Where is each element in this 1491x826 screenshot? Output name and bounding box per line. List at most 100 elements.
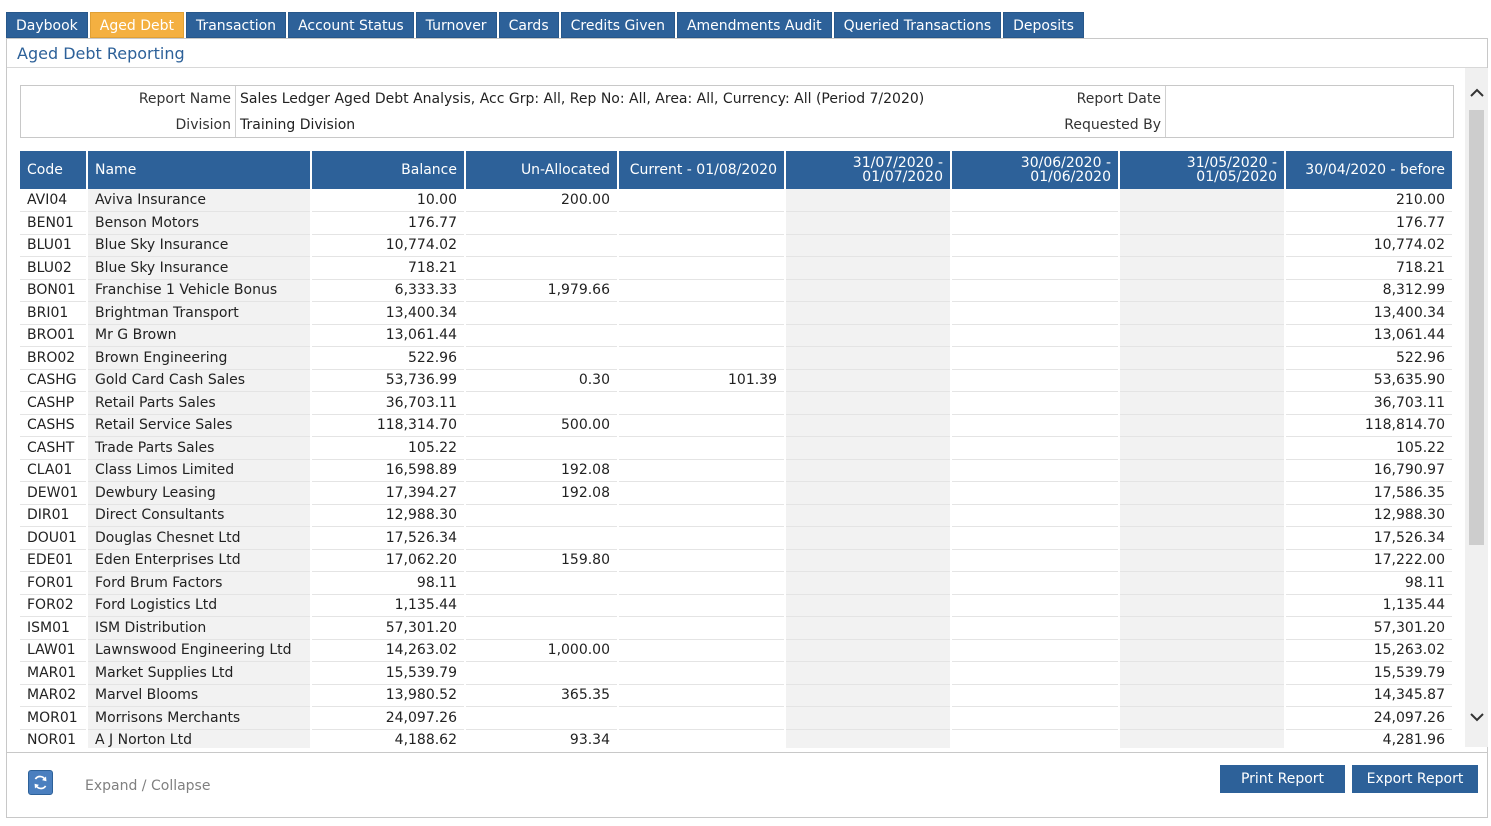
expand-collapse-link[interactable]: Expand / Collapse <box>85 778 211 794</box>
tab-bar: Daybook Aged Debt Transaction Account Statu… <box>6 12 1086 38</box>
cell-before: 522.96 <box>1285 346 1453 370</box>
cell-period-2 <box>951 526 1120 550</box>
table-row[interactable]: CASHT Trade Parts Sales 105.22 105.22 <box>20 436 1453 460</box>
period-3-bottom: 01/05/2020 <box>1196 169 1277 185</box>
table-row[interactable]: CLA01 Class Limos Limited 16,598.89 192.08 1… <box>20 459 1453 482</box>
table-row[interactable]: DIR01 Direct Consultants 12,988.30 12,988.3… <box>20 504 1453 527</box>
cell-before: 53,635.90 <box>1285 369 1453 392</box>
table-row[interactable]: NOR01 A J Norton Ltd 4,188.62 93.34 4,281.96 <box>20 729 1453 748</box>
cell-name: Retail Parts Sales <box>87 391 312 415</box>
cell-balance: 53,736.99 <box>311 369 466 392</box>
cell-period-1 <box>785 504 952 527</box>
table-row[interactable]: BRO02 Brown Engineering 522.96 522.96 <box>20 346 1453 370</box>
table-row[interactable]: ISM01 ISM Distribution 57,301.20 57,301.20 <box>20 616 1453 640</box>
aged-debt-grid[interactable]: Code Name Balance Un-Allocated Current -… <box>20 151 1453 748</box>
tab-turnover[interactable]: Turnover <box>415 12 497 38</box>
cell-current <box>618 324 786 347</box>
cell-period-1 <box>785 571 952 595</box>
table-row[interactable]: LAW01 Lawnswood Engineering Ltd 14,263.02 1… <box>20 639 1453 662</box>
cell-before: 13,400.34 <box>1285 301 1453 325</box>
column-header-period-3[interactable]: 31/05/2020 -01/05/2020 <box>1119 151 1286 189</box>
table-row[interactable]: BEN01 Benson Motors 176.77 176.77 <box>20 211 1453 235</box>
column-header-before[interactable]: 30/04/2020 - before <box>1285 151 1453 189</box>
table-row[interactable]: BON01 Franchise 1 Vehicle Bonus 6,333.33 1,… <box>20 279 1453 302</box>
table-row[interactable]: BRO01 Mr G Brown 13,061.44 13,061.44 <box>20 324 1453 347</box>
requested-by-label: Requested By <box>1064 117 1161 133</box>
column-header-current[interactable]: Current - 01/08/2020 <box>618 151 786 189</box>
cell-period-1 <box>785 594 952 617</box>
cell-period-3 <box>1119 346 1286 370</box>
table-row[interactable]: MAR02 Marvel Blooms 13,980.52 365.35 14,345.… <box>20 684 1453 707</box>
cell-period-1 <box>785 459 952 482</box>
cell-period-1 <box>785 684 952 707</box>
cell-period-2 <box>951 436 1120 460</box>
table-row[interactable]: AVI04 Aviva Insurance 10.00 200.00 210.00 <box>20 189 1453 212</box>
tab-account-status[interactable]: Account Status <box>288 12 414 38</box>
tab-daybook[interactable]: Daybook <box>6 12 88 38</box>
cell-before: 17,222.00 <box>1285 549 1453 572</box>
cell-period-2 <box>951 504 1120 527</box>
table-row[interactable]: BLU01 Blue Sky Insurance 10,774.02 10,774.0… <box>20 234 1453 257</box>
cell-current <box>618 211 786 235</box>
cell-period-2 <box>951 616 1120 640</box>
table-row[interactable]: DEW01 Dewbury Leasing 17,394.27 192.08 17,58… <box>20 481 1453 505</box>
table-row[interactable]: FOR02 Ford Logistics Ltd 1,135.44 1,135.44 <box>20 594 1453 617</box>
column-header-name[interactable]: Name <box>87 151 312 189</box>
tab-transaction[interactable]: Transaction <box>185 12 287 38</box>
table-row[interactable]: CASHP Retail Parts Sales 36,703.11 36,703.1… <box>20 391 1453 415</box>
period-2-bottom: 01/06/2020 <box>1030 169 1111 185</box>
chevron-up-icon[interactable] <box>1465 78 1488 108</box>
cell-name: Brown Engineering <box>87 346 312 370</box>
cell-balance: 24,097.26 <box>311 706 466 730</box>
scrollbar-thumb[interactable] <box>1469 110 1484 545</box>
table-row[interactable]: MAR01 Market Supplies Ltd 15,539.79 15,539.… <box>20 661 1453 685</box>
tab-queried-transactions[interactable]: Queried Transactions <box>833 12 1002 38</box>
table-row[interactable]: BRI01 Brightman Transport 13,400.34 13,400.… <box>20 301 1453 325</box>
cell-current <box>618 234 786 257</box>
column-header-code[interactable]: Code <box>20 151 88 189</box>
refresh-button[interactable] <box>28 770 53 795</box>
cell-period-3 <box>1119 616 1286 640</box>
tab-cards[interactable]: Cards <box>498 12 559 38</box>
table-row[interactable]: DOU01 Douglas Chesnet Ltd 17,526.34 17,526.… <box>20 526 1453 550</box>
table-row[interactable]: BLU02 Blue Sky Insurance 718.21 718.21 <box>20 256 1453 280</box>
column-header-period-2[interactable]: 30/06/2020 -01/06/2020 <box>951 151 1120 189</box>
column-header-period-1[interactable]: 31/07/2020 -01/07/2020 <box>785 151 952 189</box>
cell-code: CLA01 <box>20 459 88 482</box>
cell-unallocated <box>465 571 619 595</box>
cell-period-3 <box>1119 504 1286 527</box>
cell-unallocated <box>465 661 619 685</box>
division-label: Division <box>175 117 231 133</box>
table-row[interactable]: EDE01 Eden Enterprises Ltd 17,062.20 159.80… <box>20 549 1453 572</box>
tab-aged-debt[interactable]: Aged Debt <box>89 12 184 38</box>
export-report-button[interactable]: Export Report <box>1352 765 1478 793</box>
cell-name: Ford Brum Factors <box>87 571 312 595</box>
cell-period-2 <box>951 301 1120 325</box>
cell-name: Retail Service Sales <box>87 414 312 437</box>
table-row[interactable]: CASHG Gold Card Cash Sales 53,736.99 0.30 10… <box>20 369 1453 392</box>
cell-current <box>618 189 786 212</box>
table-row[interactable]: MOR01 Morrisons Merchants 24,097.26 24,097.… <box>20 706 1453 730</box>
cell-period-3 <box>1119 526 1286 550</box>
cell-period-2 <box>951 481 1120 505</box>
cell-name: Dewbury Leasing <box>87 481 312 505</box>
vertical-scrollbar[interactable] <box>1465 68 1488 747</box>
column-header-unallocated[interactable]: Un-Allocated <box>465 151 619 189</box>
cell-balance: 17,394.27 <box>311 481 466 505</box>
print-report-button[interactable]: Print Report <box>1220 765 1345 793</box>
cell-name: Trade Parts Sales <box>87 436 312 460</box>
cell-name: Direct Consultants <box>87 504 312 527</box>
column-header-balance[interactable]: Balance <box>311 151 466 189</box>
table-row[interactable]: CASHS Retail Service Sales 118,314.70 500.0… <box>20 414 1453 437</box>
cell-balance: 1,135.44 <box>311 594 466 617</box>
tab-credits-given[interactable]: Credits Given <box>560 12 675 38</box>
cell-unallocated: 192.08 <box>465 481 619 505</box>
cell-before: 98.11 <box>1285 571 1453 595</box>
cell-period-1 <box>785 189 952 212</box>
cell-current <box>618 684 786 707</box>
chevron-down-icon[interactable] <box>1465 702 1488 732</box>
table-row[interactable]: FOR01 Ford Brum Factors 98.11 98.11 <box>20 571 1453 595</box>
cell-balance: 17,526.34 <box>311 526 466 550</box>
tab-deposits[interactable]: Deposits <box>1003 12 1084 38</box>
tab-amendments-audit[interactable]: Amendments Audit <box>676 12 832 38</box>
